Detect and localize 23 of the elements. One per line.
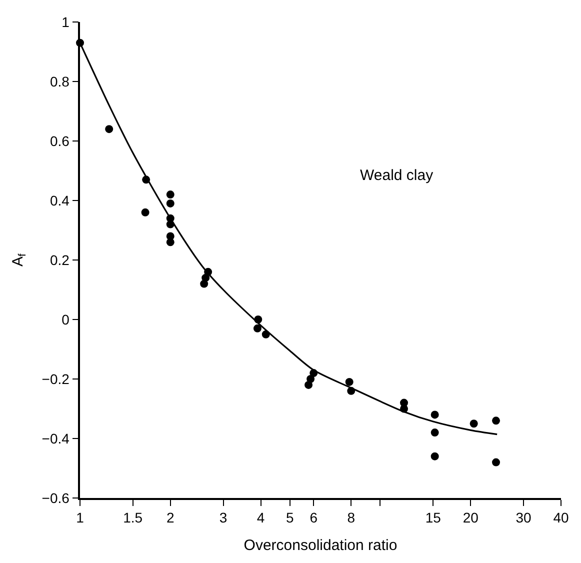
x-tick-label: 5 [286,510,294,526]
x-axis-title: Overconsolidation ratio [244,537,398,554]
x-tick-label: 6 [310,510,318,526]
y-tick-label: 0.2 [50,252,70,268]
x-tick-label: 30 [516,510,532,526]
x-tick-label: 1.5 [123,510,143,526]
y-tick-label: 0.6 [50,132,70,149]
y-tick-label: 0.8 [50,73,70,90]
x-tick-label: 15 [425,510,442,526]
y-tick-label: 1 [62,14,70,30]
x-tick-label: 40 [553,510,569,526]
x-tick-label: 2 [166,510,174,526]
y-tick-label: 0 [62,311,70,328]
x-tick-label: 1 [76,510,84,526]
annotation: Weald clay [360,167,434,184]
y-tick-label: 0.4 [50,192,70,208]
x-tick-label: 3 [219,510,228,526]
y-tick-label: −0.2 [42,370,70,387]
x-tick-label: 4 [256,510,265,526]
y-tick-label: −0.6 [42,490,70,506]
x-tick-label: 8 [347,510,356,526]
x-tick-label: 20 [462,510,479,526]
y-tick-label: −0.4 [42,430,70,446]
